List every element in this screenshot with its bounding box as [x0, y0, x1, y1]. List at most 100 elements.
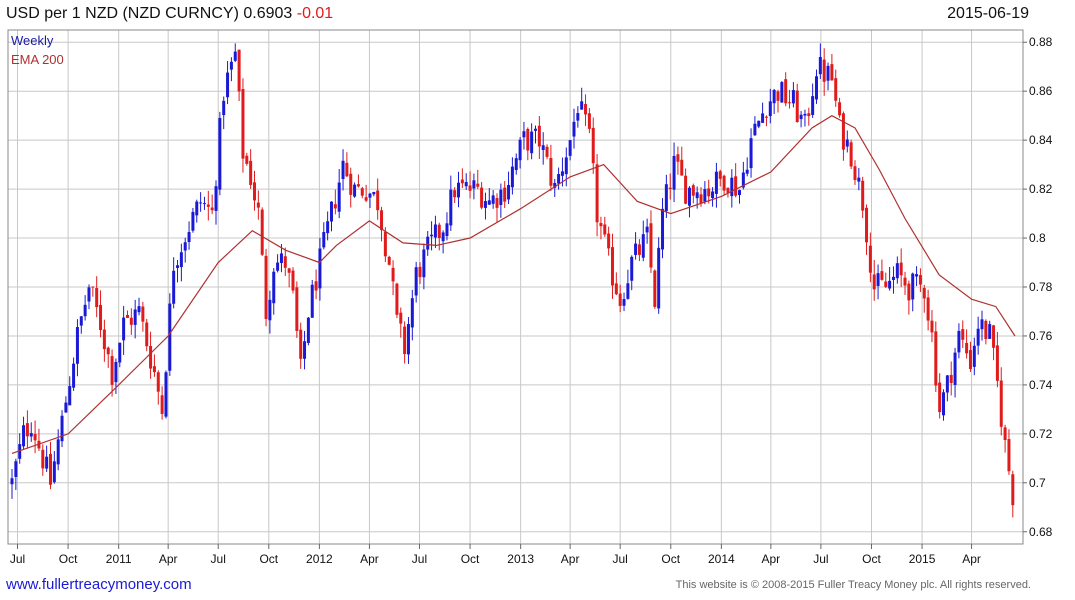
candle-body — [618, 293, 622, 306]
candle-body — [695, 192, 699, 199]
candle-body — [95, 288, 99, 308]
x-tick-label: Apr — [360, 552, 379, 566]
candle-body — [757, 120, 761, 127]
candle-body — [576, 113, 580, 121]
candle-body — [741, 172, 745, 188]
ema-200-line — [11, 115, 1016, 454]
candle-body — [664, 184, 668, 211]
candle-body — [483, 201, 487, 208]
y-tick-label: 0.82 — [1029, 182, 1053, 196]
x-tick-label: Jul — [211, 552, 226, 566]
candle-body — [214, 186, 218, 211]
y-axis: 0.68 0.7 0.72 0.74 0.76 0.78 0.8 0.82 0.84 0.86 0.… — [1023, 35, 1053, 539]
candle-body — [472, 180, 476, 189]
candle-body — [303, 341, 307, 359]
candle-body — [326, 221, 330, 234]
candle-body — [218, 118, 222, 190]
x-tick-label: 2013 — [507, 552, 534, 566]
candle-body — [587, 113, 591, 129]
candle-body — [287, 268, 291, 273]
candle-body — [557, 174, 561, 184]
candle-body — [730, 177, 734, 197]
candle-body — [349, 173, 353, 195]
candle-body — [718, 171, 722, 179]
x-axis: Jul Oct 2011 Apr Jul Oct 2012 Apr Jul Oct 2013 Apr J… — [10, 544, 981, 566]
candle-body — [899, 262, 903, 276]
candle-body — [410, 298, 414, 328]
grid — [8, 30, 1023, 544]
candle-body — [514, 158, 518, 171]
candle-body — [14, 461, 18, 477]
candle-body — [33, 434, 37, 441]
candle-body — [672, 155, 676, 190]
candle-body — [152, 366, 156, 373]
candle-body — [857, 177, 861, 182]
candle-body — [468, 185, 472, 191]
x-tick-label: Apr — [159, 552, 178, 566]
candle-body — [1003, 427, 1007, 441]
y-tick-label: 0.86 — [1029, 84, 1053, 98]
candle-body — [260, 209, 264, 255]
candle-body — [222, 100, 226, 116]
candle-body — [83, 304, 87, 317]
candle-body — [968, 350, 972, 369]
candle-body — [603, 224, 607, 235]
candle-body — [507, 184, 511, 200]
x-tick-label: Oct — [862, 552, 881, 566]
candle-body — [980, 319, 984, 330]
candle-body — [580, 101, 584, 110]
candle-body — [722, 175, 726, 191]
candle-body — [295, 287, 299, 331]
x-tick-label: Oct — [59, 552, 78, 566]
candle-body — [226, 72, 230, 98]
candle-body — [995, 345, 999, 381]
y-tick-label: 0.68 — [1029, 525, 1053, 539]
footer-website-link[interactable]: www.fullertreacymoney.com — [6, 576, 192, 593]
title-text: USD per 1 NZD (NZD CURNCY) 0.6903 — [6, 5, 293, 22]
candle-body — [91, 286, 95, 288]
candle-body — [206, 204, 210, 207]
candle-body — [414, 267, 418, 296]
candle-body — [160, 395, 164, 414]
y-tick-label: 0.7 — [1029, 476, 1046, 490]
candle-body — [807, 113, 811, 117]
candle-body — [264, 255, 268, 319]
candle-body — [356, 184, 360, 187]
candle-body — [480, 187, 484, 208]
x-tick-label: Oct — [661, 552, 680, 566]
candle-body — [72, 363, 76, 388]
x-tick-label: Jul — [613, 552, 628, 566]
candle-body — [830, 64, 834, 81]
candle-body — [957, 330, 961, 353]
candle-body — [637, 244, 641, 255]
candle-body — [56, 439, 60, 465]
candle-body — [383, 231, 387, 257]
candle-body — [965, 342, 969, 354]
candle-body — [626, 283, 630, 299]
legend-ema-200: EMA 200 — [11, 52, 64, 67]
candle-body — [114, 361, 118, 383]
candle-body — [510, 166, 514, 188]
candle-body — [753, 123, 757, 136]
x-tick-label: Apr — [762, 552, 781, 566]
candle-body — [903, 277, 907, 286]
candle-body — [526, 128, 530, 151]
candle-body — [199, 202, 203, 204]
candle-body — [703, 189, 707, 202]
y-tick-label: 0.72 — [1029, 427, 1053, 441]
candle-body — [387, 256, 391, 265]
candle-body — [106, 347, 110, 355]
candle-body — [25, 423, 29, 437]
candle-body — [345, 162, 349, 177]
candle-body — [422, 249, 426, 278]
candle-body — [322, 232, 326, 248]
candle-body — [306, 317, 310, 343]
candle-body — [99, 304, 103, 331]
candle-body — [191, 211, 195, 231]
candle-body — [572, 121, 576, 137]
candle-body — [133, 309, 137, 325]
candle-body — [476, 183, 480, 187]
y-tick-label: 0.88 — [1029, 35, 1053, 49]
candle-body — [711, 191, 715, 198]
price-change: -0.01 — [296, 5, 334, 22]
